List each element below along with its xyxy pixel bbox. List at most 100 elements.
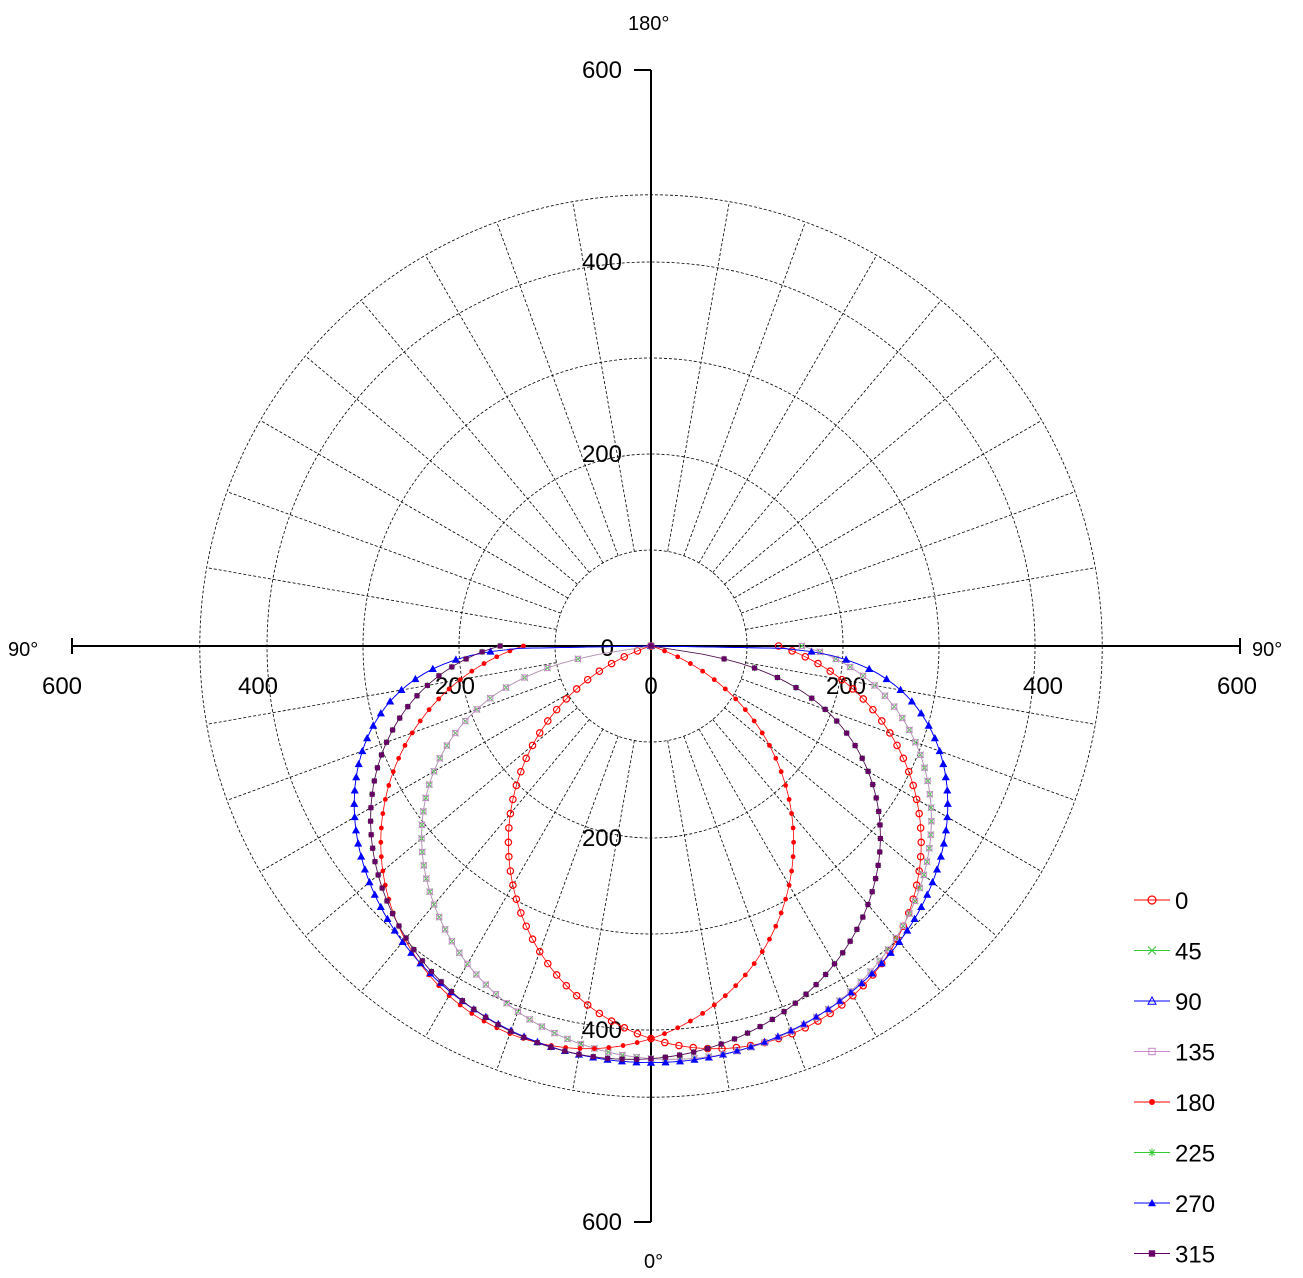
series-point-315 bbox=[877, 849, 883, 855]
series-point-135 bbox=[923, 858, 931, 865]
series-point-315 bbox=[534, 1040, 540, 1046]
series-point-315 bbox=[648, 1056, 654, 1062]
series-point-180 bbox=[783, 896, 789, 902]
series-point-135 bbox=[847, 663, 854, 670]
series-point-180 bbox=[751, 718, 757, 724]
series-point-270 bbox=[924, 891, 931, 898]
series-point-135 bbox=[926, 791, 933, 798]
series-point-135 bbox=[436, 755, 443, 762]
series-point-270 bbox=[351, 800, 358, 807]
series-point-180 bbox=[409, 730, 415, 736]
series-point-315 bbox=[368, 805, 374, 811]
series-point-180 bbox=[402, 742, 408, 748]
series-point-135 bbox=[876, 957, 883, 964]
series-point-180 bbox=[751, 961, 757, 967]
series-point-270 bbox=[929, 879, 936, 885]
series-point-180 bbox=[662, 1031, 667, 1037]
series-point-0 bbox=[528, 935, 537, 943]
series-point-315 bbox=[876, 808, 882, 814]
series-point-135 bbox=[860, 672, 867, 679]
series-point-315 bbox=[813, 982, 819, 988]
series-point-270 bbox=[357, 853, 365, 860]
series-point-315 bbox=[869, 889, 875, 895]
tick-down-200: 200 bbox=[582, 825, 622, 852]
grid-spoke bbox=[667, 201, 730, 552]
series-point-315 bbox=[368, 818, 374, 824]
series-point-315 bbox=[873, 795, 879, 801]
series-point-270 bbox=[412, 675, 419, 682]
series-point-0 bbox=[904, 767, 913, 776]
series-point-0 bbox=[552, 705, 561, 714]
series-point-135 bbox=[871, 682, 878, 689]
grid-spoke bbox=[745, 567, 1096, 630]
series-point-270 bbox=[942, 827, 950, 833]
series-point-180 bbox=[378, 839, 384, 845]
series-point-270 bbox=[747, 1043, 755, 1050]
series-point-135 bbox=[492, 991, 500, 998]
tick-right-600: 600 bbox=[1217, 673, 1257, 700]
series-point-315 bbox=[436, 673, 442, 679]
series-point-270 bbox=[633, 1059, 640, 1065]
series-point-135 bbox=[891, 703, 898, 710]
grid-spoke bbox=[226, 491, 561, 614]
tick-down-600: 600 bbox=[582, 1209, 622, 1236]
series-point-315 bbox=[371, 778, 377, 784]
series-point-315 bbox=[648, 643, 654, 649]
series-point-135 bbox=[920, 871, 927, 878]
series-point-180 bbox=[481, 661, 487, 666]
series-point-315 bbox=[414, 693, 420, 699]
grid-spoke bbox=[724, 355, 997, 585]
series-point-180 bbox=[592, 1046, 597, 1051]
series-point-270 bbox=[647, 1059, 655, 1066]
series-point-135 bbox=[430, 768, 437, 775]
series-point-270 bbox=[944, 813, 951, 820]
legend-label-270: 270 bbox=[1175, 1191, 1215, 1218]
series-point-0 bbox=[504, 838, 513, 847]
series-point-0 bbox=[788, 647, 796, 655]
series-point-135 bbox=[924, 777, 931, 784]
series-point-270 bbox=[359, 747, 366, 754]
series-point-270 bbox=[352, 827, 360, 833]
series-point-135 bbox=[482, 981, 489, 988]
series-225 bbox=[367, 642, 884, 1063]
grid-spoke bbox=[741, 678, 1076, 801]
series-point-180 bbox=[390, 769, 396, 775]
series-point-270 bbox=[386, 698, 394, 705]
series-point-135 bbox=[912, 739, 919, 746]
series-point-180 bbox=[789, 868, 795, 874]
grid-spoke bbox=[741, 491, 1076, 614]
grid-spoke bbox=[683, 221, 806, 556]
series-point-270 bbox=[858, 979, 865, 986]
series-point-135 bbox=[881, 692, 889, 699]
series-line-315 bbox=[370, 645, 881, 1060]
series-point-180 bbox=[783, 783, 789, 788]
series-point-315 bbox=[677, 1052, 683, 1058]
series-point-180 bbox=[648, 1036, 654, 1041]
series-point-270 bbox=[719, 1051, 727, 1058]
series-point-315 bbox=[840, 950, 846, 956]
series-point-135 bbox=[521, 674, 528, 681]
series-point-270 bbox=[408, 949, 415, 956]
series-point-315 bbox=[508, 1028, 514, 1034]
series-point-180 bbox=[711, 677, 717, 683]
series-point-270 bbox=[377, 903, 384, 910]
series-point-180 bbox=[742, 707, 748, 713]
legend-marker-90 bbox=[1147, 995, 1157, 1005]
series-point-270 bbox=[399, 938, 406, 945]
series-point-180 bbox=[722, 993, 728, 999]
series-point-270 bbox=[868, 970, 876, 977]
series-point-135 bbox=[456, 949, 463, 956]
series-point-135 bbox=[551, 1030, 558, 1037]
series-point-0 bbox=[620, 652, 629, 661]
legend-item-45: 45 bbox=[1134, 939, 1202, 966]
series-point-135 bbox=[418, 821, 426, 829]
legend-marker-180 bbox=[1149, 1099, 1155, 1105]
series-point-315 bbox=[705, 1045, 711, 1052]
series-point-0 bbox=[543, 959, 552, 968]
series-point-270 bbox=[774, 1033, 782, 1040]
series-point-315 bbox=[877, 822, 883, 828]
grid-spoke bbox=[425, 728, 604, 1037]
series-point-0 bbox=[607, 1017, 616, 1025]
series-point-315 bbox=[372, 859, 378, 865]
series-point-315 bbox=[757, 1024, 763, 1030]
